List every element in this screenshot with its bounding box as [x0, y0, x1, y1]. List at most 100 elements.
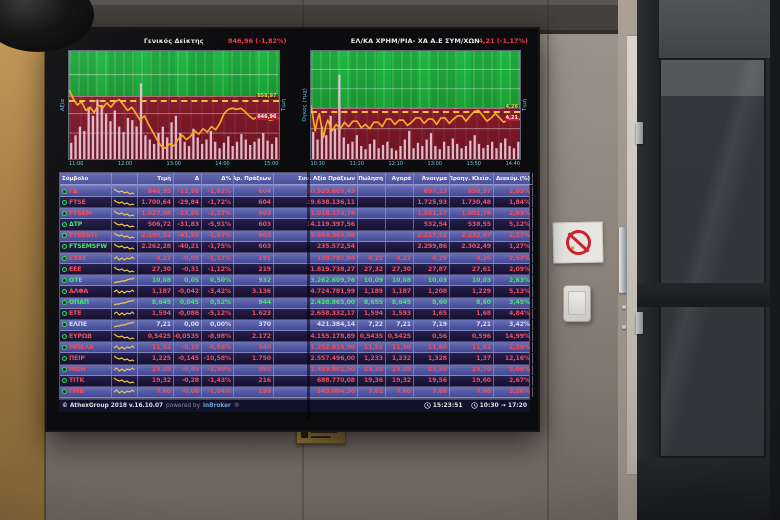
status-dot-icon [62, 355, 67, 361]
trades-cell: 3.136 [234, 286, 274, 297]
ask-cell: 7,22 [358, 319, 386, 331]
sparkline-cell [112, 230, 138, 241]
ask-cell: 8,655 [358, 297, 386, 308]
trades-cell: 604 [234, 186, 274, 197]
change-pct-cell: -1,04% [202, 386, 234, 397]
symbol-cell: FTSE [60, 197, 112, 208]
change-cell: -0,45 [174, 364, 202, 375]
price-cell: 2.262,28 [138, 241, 174, 252]
door-jamb [627, 36, 638, 474]
time-tick: 11:20 [349, 161, 364, 167]
change-cell: -11,98 [174, 186, 202, 197]
symbol-cell: ΕΥΡΩΒ [60, 331, 112, 342]
prev-close-cell: 27,61 [450, 264, 494, 275]
max-fluct-cell: 2,57% [494, 252, 533, 264]
ask-cell: 23,30 [358, 364, 386, 375]
open-cell: 7,68 [414, 386, 450, 397]
trades-cell: 944 [234, 297, 274, 308]
change-cell: 0,05 [174, 275, 202, 286]
prev-close-cell: 1.730,48 [450, 197, 494, 208]
ask-cell: 10,09 [358, 275, 386, 286]
bid-cell [386, 197, 414, 208]
symbol-cell: ΕΕΕ [60, 264, 112, 275]
symbol-cell: ΟΠΑΠ [60, 297, 112, 308]
sparkline-cell [112, 241, 138, 252]
status-dot-icon [62, 311, 67, 317]
sparkline-cell [112, 275, 138, 286]
y-axis-label-right: Τιμή [281, 98, 287, 112]
sparkline-cell [112, 208, 138, 219]
bid-cell: 1,593 [386, 308, 414, 319]
status-dot-icon [62, 288, 67, 294]
open-cell: 2.299,86 [414, 241, 450, 252]
change-pct-cell: -5,91% [202, 219, 234, 230]
change-cell: -41,55 [174, 230, 202, 241]
prev-close-cell: 7,68 [450, 386, 494, 397]
trades-cell: 540 [234, 342, 274, 353]
open-cell: 1,65 [414, 308, 450, 319]
symbol-cell: FTSEGTI [60, 230, 112, 241]
quotes-table-body: ΓΔ 846,95 -11,98 -1,82% 604 30.929.665,49 857,… [60, 186, 533, 398]
sparkline-icon [114, 277, 135, 284]
sparkline-icon [114, 188, 135, 195]
trades-cell: 603 [234, 230, 274, 241]
max-fluct-cell: 1,84% [494, 197, 533, 208]
table-row: FTSEMSFW 2.262,28 -40,21 -1,75% 603 235.572,5… [60, 241, 533, 253]
max-fluct-cell: 2,63% [494, 208, 533, 219]
price-cell: 1.700,64 [138, 197, 174, 208]
y-axis-label-left: Αξία [60, 98, 67, 112]
max-fluct-cell: 2,09% [494, 264, 533, 275]
open-cell: 857,23 [414, 186, 450, 197]
sparkline-cell [112, 364, 138, 375]
table-row: ΟΠΑΠ 8,645 0,045 0,52% 944 2.428.865,00 8,655 8… [60, 297, 533, 309]
max-fluct-cell: 12,16% [494, 353, 533, 364]
sparkline-icon [114, 377, 135, 384]
column-header: Αγορά [386, 173, 414, 185]
max-fluct-cell: 2,67% [494, 375, 533, 386]
price-cell: 0,5425 [138, 331, 174, 342]
trades-cell: 370 [234, 319, 274, 331]
ask-cell: 1,189 [358, 286, 386, 297]
time-tick: 11:00 [69, 161, 84, 167]
price-cell: 10,08 [138, 275, 174, 286]
sparkline-icon [114, 311, 135, 317]
table-row: ΤΙΤΚ 19,32 -0,28 -1,43% 216 688.770,08 19,36 19… [60, 375, 533, 387]
door-transom [637, 0, 780, 58]
sparkline-icon [114, 243, 135, 251]
ask-cell: 7,61 [358, 386, 386, 397]
trades-cell: 603 [234, 208, 274, 219]
sparkline-icon [114, 289, 135, 294]
door-glass [659, 58, 766, 458]
prev-close-cell: 2.302,49 [450, 241, 494, 252]
powered-by-text: powered by [166, 402, 201, 409]
value-cell: 1.252.915,90 [274, 342, 358, 353]
sparkline-icon [114, 321, 135, 329]
change-cell: 0,045 [174, 297, 202, 308]
open-cell: 1,328 [414, 353, 450, 364]
ask-cell: 4,22 [358, 252, 386, 264]
sparkline-icon [114, 199, 135, 206]
vendor-name: inBroker [203, 402, 231, 409]
sparkline-icon [114, 355, 135, 362]
time-tick: 12:00 [117, 161, 133, 167]
max-fluct-cell: 3,06% [494, 364, 533, 375]
change-pct-cell: -10,58% [202, 353, 234, 364]
table-row: ΑΛΦΑ 1,187 -0,042 -3,42% 3.136 4.724.781,99 1,… [60, 286, 533, 298]
table-row: FTSEM 1.027,98 -23,86 -2,27% 603 1.018.170,76… [60, 208, 533, 220]
sparkline-cell [112, 386, 138, 397]
price-cell: 7,60 [138, 386, 174, 397]
status-dot-icon [62, 255, 67, 261]
change-pct-cell: -1,12% [202, 264, 234, 275]
sparkline-cell [112, 252, 138, 264]
prev-close-cell: 11,62 [450, 342, 494, 353]
loss-zone [310, 108, 520, 159]
prev-close-cell: 538,55 [450, 219, 494, 230]
time-tick: 12:10 [388, 161, 403, 167]
table-row: ΕΥΡΩΒ 0,5425 -0,0535 -8,98% 2.172 4.155.178,8… [60, 331, 533, 343]
sparkline-icon [114, 299, 135, 306]
table-row: ΜΟΗ 23,25 -0,45 -1,90% 951 1.439.801,50 23,30 2… [60, 364, 533, 376]
current-time: 15:23:51 [432, 402, 463, 410]
table-row: ΓΔ 846,95 -11,98 -1,82% 604 30.929.665,49 857,… [60, 186, 533, 198]
symbol-cell: ΤΙΤΚ [60, 375, 112, 386]
column-header: Συν. Αξία Πράξεων [274, 173, 358, 185]
